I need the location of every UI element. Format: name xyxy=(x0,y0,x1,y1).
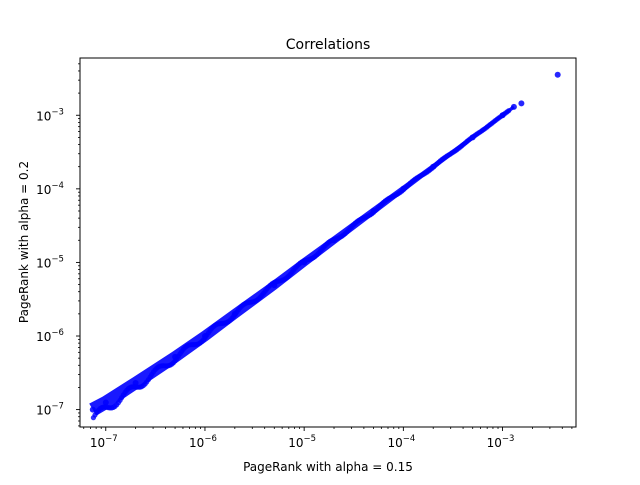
scatter-point xyxy=(518,100,525,107)
y-tick-label: 10−5 xyxy=(36,254,64,270)
x-axis-label: PageRank with alpha = 0.15 xyxy=(243,460,413,474)
x-tick-label: 10−3 xyxy=(487,434,515,450)
x-tick-label: 10−5 xyxy=(288,434,316,450)
chart-title: Correlations xyxy=(286,37,371,53)
y-axis-label: PageRank with alpha = 0.2 xyxy=(17,161,31,323)
y-tick-label: 10−3 xyxy=(36,107,64,123)
scatter-point xyxy=(102,399,109,406)
plot-area xyxy=(79,57,577,428)
x-axis-ticks: 10−7 10−6 10−5 10−4 10−3 xyxy=(83,427,573,450)
y-tick-label: 10−7 xyxy=(36,402,64,418)
y-axis-ticks: 10−7 10−6 10−5 10−4 10−3 xyxy=(36,63,80,427)
x-tick-label: 10−4 xyxy=(387,434,415,450)
scatter-point xyxy=(554,71,561,78)
scatter-point xyxy=(510,103,517,110)
scatter-point xyxy=(89,406,96,413)
scatter-points xyxy=(89,71,561,421)
x-tick-label: 10−6 xyxy=(189,434,217,450)
y-tick-label: 10−4 xyxy=(36,181,64,197)
scatter-point xyxy=(506,108,512,114)
x-tick-label: 10−7 xyxy=(90,434,118,450)
plot-frame xyxy=(79,57,577,428)
y-tick-label: 10−6 xyxy=(36,328,64,344)
